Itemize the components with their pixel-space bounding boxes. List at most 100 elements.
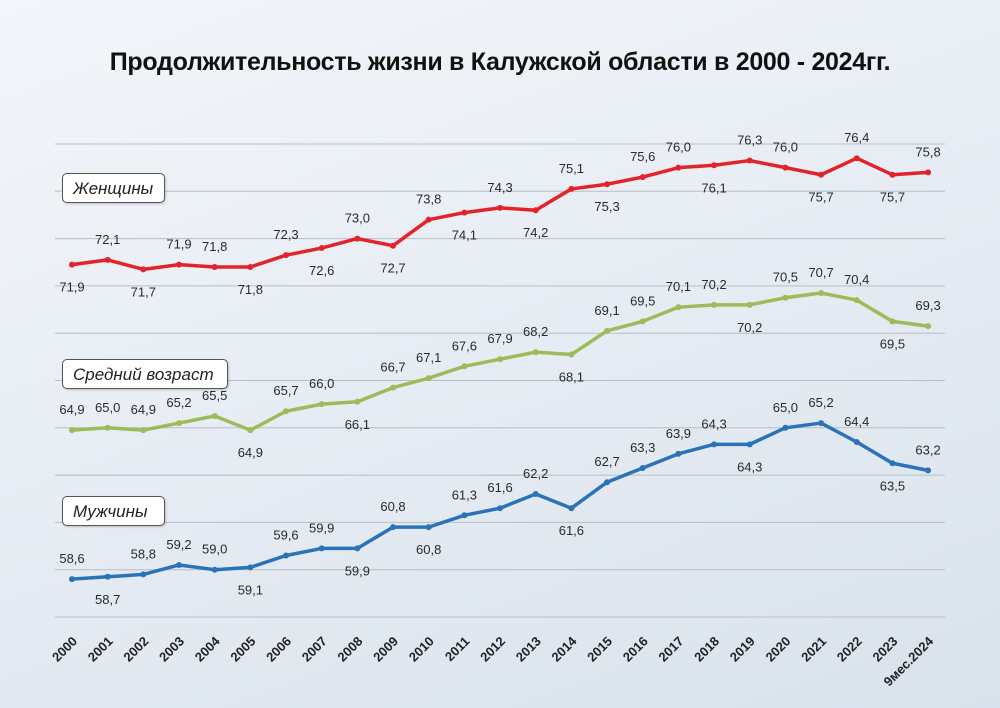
- data-label: 71,9: [59, 280, 84, 295]
- data-label: 66,1: [345, 417, 370, 432]
- data-label: 72,3: [273, 227, 298, 242]
- data-label: 61,3: [452, 487, 477, 502]
- data-point: [318, 245, 325, 252]
- x-tick-label: 2004: [192, 633, 224, 665]
- data-point: [568, 505, 575, 512]
- x-tick-label: 2014: [548, 633, 580, 665]
- data-label: 68,1: [559, 369, 584, 384]
- x-tick-label: 2001: [85, 634, 116, 665]
- data-label: 71,8: [202, 239, 227, 254]
- x-tick-label: 2021: [798, 634, 829, 665]
- data-label: 64,3: [701, 416, 726, 431]
- data-label: 64,9: [59, 402, 84, 417]
- series-label-women: Женщины: [62, 173, 165, 203]
- data-point: [604, 181, 611, 188]
- x-tick-label: 2018: [691, 634, 722, 665]
- data-point: [782, 164, 789, 171]
- data-label: 59,1: [238, 582, 263, 597]
- data-label: 60,8: [416, 542, 441, 557]
- data-point: [354, 545, 361, 552]
- data-label: 75,7: [880, 190, 905, 205]
- data-point: [140, 266, 147, 273]
- data-label: 65,2: [166, 395, 191, 410]
- x-tick-label: 2003: [156, 634, 187, 665]
- data-point: [247, 427, 254, 434]
- x-tick-label: 2023: [869, 634, 900, 665]
- data-point: [247, 564, 254, 571]
- x-tick-label: 2007: [299, 634, 330, 665]
- data-point: [746, 441, 753, 448]
- data-point: [176, 561, 183, 568]
- data-label: 75,3: [594, 199, 619, 214]
- data-point: [889, 171, 896, 178]
- data-label: 71,7: [131, 284, 156, 299]
- data-label: 65,5: [202, 388, 227, 403]
- data-label: 63,3: [630, 440, 655, 455]
- data-point: [283, 552, 290, 559]
- data-point: [140, 427, 147, 434]
- data-point: [746, 157, 753, 164]
- data-point: [497, 204, 504, 211]
- data-point: [889, 318, 896, 325]
- data-label: 76,4: [844, 130, 869, 145]
- data-label: 70,4: [844, 272, 869, 287]
- data-label: 65,7: [273, 383, 298, 398]
- data-label: 75,6: [630, 149, 655, 164]
- data-label: 75,7: [808, 190, 833, 205]
- data-label: 67,9: [487, 331, 512, 346]
- data-point: [104, 573, 111, 580]
- x-tick-label: 2022: [834, 634, 865, 665]
- data-point: [746, 301, 753, 308]
- x-tick-label: 2002: [120, 634, 151, 665]
- data-label: 64,4: [844, 414, 869, 429]
- data-label: 74,1: [452, 228, 477, 243]
- data-label: 71,8: [238, 282, 263, 297]
- x-tick-label: 2019: [727, 634, 758, 665]
- x-tick-label: 2006: [263, 634, 294, 665]
- data-label: 73,0: [345, 211, 370, 226]
- data-point: [604, 327, 611, 334]
- series-label-average: Средний возраст: [62, 359, 228, 389]
- series-label-men: Мужчины: [62, 496, 165, 526]
- data-point: [818, 289, 825, 296]
- data-point: [390, 524, 397, 531]
- x-tick-label: 2015: [584, 634, 615, 665]
- data-label: 63,2: [915, 442, 940, 457]
- data-label: 76,0: [773, 140, 798, 155]
- data-label: 71,9: [166, 237, 191, 252]
- data-point: [354, 235, 361, 242]
- data-label: 74,3: [487, 180, 512, 195]
- data-point: [390, 384, 397, 391]
- x-tick-label: 2011: [442, 634, 473, 665]
- x-tick-label: 2020: [762, 634, 793, 665]
- data-point: [390, 242, 397, 249]
- data-point: [425, 375, 432, 382]
- data-point: [497, 356, 504, 363]
- x-tick-label: 2000: [49, 634, 80, 665]
- data-point: [69, 576, 75, 583]
- data-point: [818, 171, 825, 178]
- data-point: [532, 349, 539, 356]
- data-point: [176, 420, 183, 427]
- data-point: [461, 209, 468, 216]
- data-point: [283, 408, 290, 415]
- data-point: [211, 566, 218, 573]
- data-label: 60,8: [380, 499, 405, 514]
- data-point: [853, 438, 860, 445]
- data-point: [69, 427, 75, 434]
- data-point: [711, 162, 718, 169]
- data-point: [104, 424, 111, 431]
- data-point: [818, 420, 825, 427]
- data-point: [711, 441, 718, 448]
- data-point: [461, 512, 468, 519]
- data-point: [211, 412, 218, 419]
- data-label: 70,5: [773, 270, 798, 285]
- data-point: [639, 318, 646, 325]
- x-tick-label: 2017: [655, 634, 686, 665]
- data-point: [925, 169, 932, 176]
- data-label: 67,6: [452, 338, 477, 353]
- data-point: [69, 261, 75, 268]
- data-label: 59,9: [345, 563, 370, 578]
- data-point: [782, 294, 789, 301]
- data-label: 65,0: [773, 400, 798, 415]
